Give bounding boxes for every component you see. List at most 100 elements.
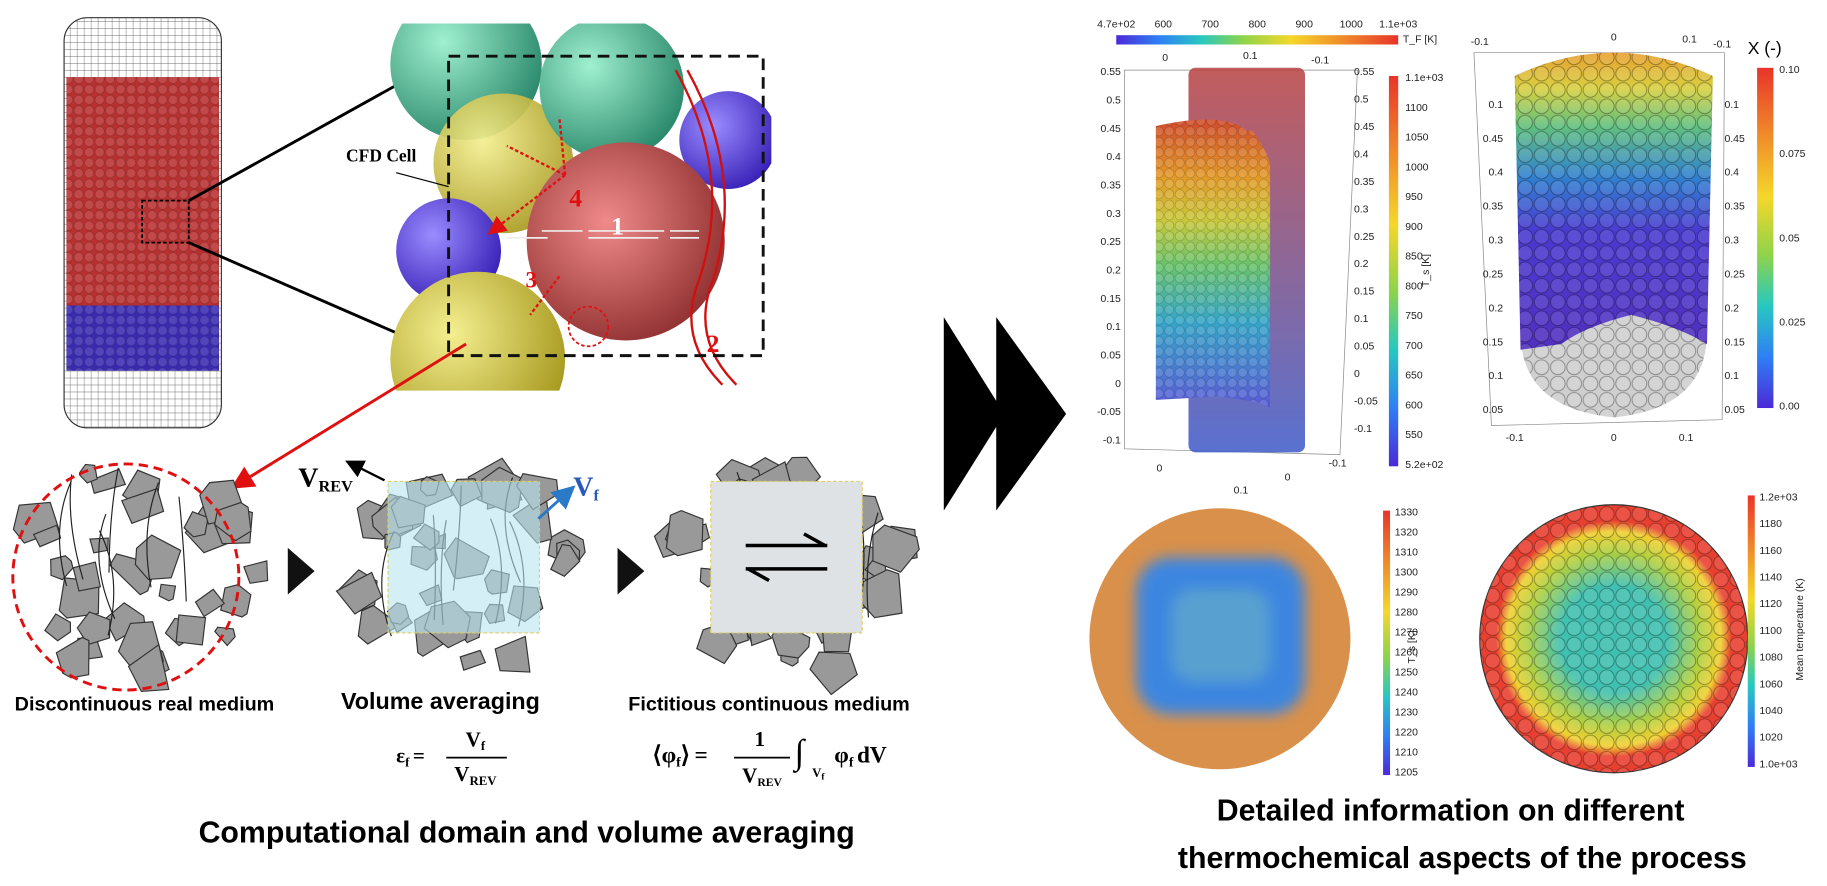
tick-label: 0.2 [1724,303,1739,314]
tick-label: 0.5 [1354,95,1369,106]
rev-box [387,480,541,634]
caption: Discontinuous real medium [15,693,275,715]
tick-label: 0.1 [1489,371,1504,382]
tick-label: 1330 [1395,508,1418,519]
tick-label: 1050 [1405,133,1428,144]
svg-text:Vf: Vf [466,727,486,753]
tick-label: 0.45 [1483,134,1504,145]
tick-label: 1260 [1395,648,1418,659]
flow-line [146,482,160,588]
svg-text:⟨φf⟩=: ⟨φf⟩ = [653,743,708,771]
particle [44,613,72,642]
caption: Fictitious continuous medium [628,693,910,715]
tick-label: 0.1 [1354,314,1369,325]
tick-label: 600 [1405,400,1423,411]
v-rev-label: VREV [298,463,353,495]
tick-label: 0.15 [1354,287,1375,298]
tick-label: -0.1 [1506,433,1524,444]
tick-label: 1120 [1759,599,1782,610]
tick-label: 1220 [1395,728,1418,739]
flow-line [108,467,119,573]
tick-label: 0.35 [1483,202,1504,213]
arrow [230,342,467,489]
colorbar-label: T_s [K] [1407,630,1418,663]
tick-label: 0.35 [1101,181,1122,192]
tick-label: 0.45 [1724,134,1745,145]
tick-label: 1.1e+03 [1379,19,1417,30]
tick-label: 0.4 [1354,150,1369,161]
tick-label: 0.25 [1483,269,1504,280]
particle [214,626,236,647]
tick-label: 1160 [1759,546,1782,557]
tick-label: 1240 [1395,688,1418,699]
particle [55,636,90,679]
tick-label: 0 [1285,473,1291,484]
tick-label: 0.05 [1779,233,1800,244]
cylinder [63,17,452,429]
left-title: Computational domain and volume averagin… [199,816,855,849]
colorbar-label: X (-) [1748,38,1782,58]
tick-label: 0 [1611,32,1617,43]
particle [665,509,704,557]
tick-label: 1300 [1395,568,1418,579]
tick-label: 550 [1405,430,1423,441]
tick-label: 1205 [1395,768,1418,779]
tick-label: 0 [1611,433,1617,444]
tick-label: 1270 [1395,628,1418,639]
tick-label: 650 [1405,371,1423,382]
tick-label: 0.00 [1779,402,1800,413]
tick-label: 750 [1405,311,1423,322]
tick-label: 1000 [1405,162,1428,173]
right-title: thermochemical aspects of the process [1178,842,1747,875]
tick-label: 5.2e+02 [1405,460,1443,471]
flow-line [58,480,72,587]
tick-label: 0.05 [1354,342,1375,353]
colorbar-label: Mean temperature (K) [1795,578,1806,680]
svg-text:∫: ∫ [793,732,807,773]
equation-porosity: εf = Vf VREV [396,727,507,788]
tick-label: 0.15 [1101,294,1122,305]
tick-label: 0.2 [1489,303,1504,314]
tick-label: 0.3 [1489,236,1504,247]
tick-label: 0.1 [1724,100,1739,111]
particle [78,463,98,484]
tick-label: 0.55 [1354,67,1375,78]
tick-label: 1100 [1405,103,1428,114]
tick-label: -0.1 [1354,424,1372,435]
dashed-circle [11,462,241,692]
tick-label: 0.5 [1106,96,1121,107]
tick-label: 1100 [1759,626,1782,637]
tick-label: -0.1 [1311,56,1329,67]
tick-label: 1040 [1759,706,1782,717]
plot2 [1473,52,1774,426]
particle [175,614,207,646]
tick-label: 0.1 [1489,100,1504,111]
tick-label: -0.1 [1329,459,1347,470]
flow-line [69,474,84,580]
continuum-box [710,480,863,634]
tick-label: 0.4 [1489,168,1504,179]
tick-label: 1210 [1395,748,1418,759]
tick-label: 1230 [1395,708,1418,719]
colorbar-label: T_F [K] [1403,35,1437,46]
label-3: 3 [525,268,537,294]
plot3 [1089,508,1391,776]
particle [243,560,269,584]
particle [809,651,858,696]
plot4 [1479,495,1755,774]
tick-label: 0.05 [1724,405,1745,416]
svg-text:1: 1 [754,727,764,751]
flow-line [98,530,115,636]
svg-text:εf=: εf = [396,743,425,769]
leader [396,172,449,188]
particle [459,649,487,671]
sphere-cell [390,23,772,391]
tick-label: 1180 [1759,519,1782,530]
flow-line [178,496,187,602]
tick-label: 1080 [1759,653,1782,664]
exchange-symbol [745,532,828,583]
tick-label: 800 [1248,19,1266,30]
tick-label: 0.45 [1101,124,1122,135]
right-title: Detailed information on different [1217,794,1685,827]
arrow [345,460,386,482]
